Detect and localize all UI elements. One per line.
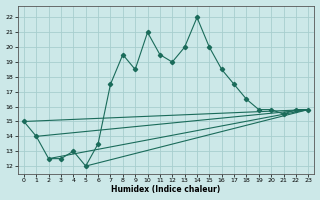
X-axis label: Humidex (Indice chaleur): Humidex (Indice chaleur) <box>111 185 221 194</box>
